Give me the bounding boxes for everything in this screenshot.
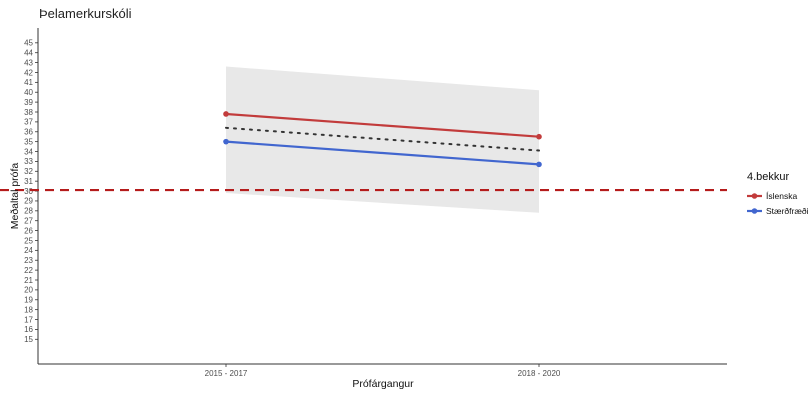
y-tick-label: 26 bbox=[24, 226, 33, 235]
chart-title: Þelamerkurskóli bbox=[39, 6, 132, 21]
y-tick-label: 19 bbox=[24, 296, 33, 305]
plot-area: 1516171819202122232425262728293031323334… bbox=[0, 28, 727, 378]
y-tick-label: 31 bbox=[24, 177, 33, 186]
y-tick-label: 39 bbox=[24, 98, 33, 107]
y-tick-label: 23 bbox=[24, 256, 33, 265]
series-line--slenska bbox=[225, 112, 540, 138]
y-tick-label: 34 bbox=[24, 147, 33, 156]
y-tick-label: 25 bbox=[24, 236, 33, 245]
data-point-st-r-fr-i bbox=[536, 161, 542, 168]
legend-items: Íslenska Stærðfræði bbox=[747, 191, 809, 216]
y-tick-label: 27 bbox=[24, 217, 33, 226]
y-tick-label: 40 bbox=[24, 88, 33, 97]
y-tick-label: 42 bbox=[24, 68, 33, 77]
x-tick-label: 2015 - 2017 bbox=[205, 369, 248, 378]
confidence-band bbox=[226, 66, 539, 213]
legend-label--slenska: Íslenska bbox=[766, 191, 797, 201]
y-tick-label: 44 bbox=[24, 49, 33, 58]
data-point-st-r-fr-i bbox=[223, 138, 229, 145]
y-tick-label: 38 bbox=[24, 108, 33, 117]
y-tick-label: 16 bbox=[24, 325, 33, 334]
y-tick-label: 37 bbox=[24, 118, 33, 127]
y-tick-label: 28 bbox=[24, 207, 33, 216]
x-axis-label: Prófárgangur bbox=[352, 378, 414, 390]
data-point--slenska bbox=[223, 111, 229, 117]
legend: 4.bekkur Íslenska Stærðfræði bbox=[747, 171, 809, 216]
series-line-st-r-fr-i bbox=[225, 140, 540, 166]
y-tick-label: 15 bbox=[24, 335, 33, 344]
y-tick-label: 36 bbox=[24, 128, 33, 137]
y-tick-label: 17 bbox=[24, 315, 33, 324]
y-tick-label: 30 bbox=[24, 187, 33, 196]
y-axis-label: Meðaltal prófa bbox=[9, 163, 21, 230]
y-tick-label: 45 bbox=[24, 39, 33, 48]
legend-swatch-point--slenska bbox=[751, 193, 758, 199]
y-tick-label: 21 bbox=[24, 276, 33, 285]
y-tick-label: 43 bbox=[24, 58, 33, 67]
legend-swatch-point-st-r-fr-i bbox=[751, 208, 758, 214]
y-tick-label: 18 bbox=[24, 305, 33, 314]
y-tick-label: 41 bbox=[24, 78, 33, 87]
x-tick-label: 2018 - 2020 bbox=[518, 369, 561, 378]
legend-label-st-r-fr-i: Stærðfræði bbox=[766, 206, 809, 216]
y-tick-label: 35 bbox=[24, 137, 33, 146]
data-point--slenska bbox=[536, 133, 542, 140]
y-tick-label: 29 bbox=[24, 197, 33, 206]
y-tick-label: 22 bbox=[24, 266, 33, 275]
y-tick-label: 33 bbox=[24, 157, 33, 166]
y-tick-label: 32 bbox=[24, 167, 33, 176]
legend-title: 4.bekkur bbox=[747, 171, 790, 183]
y-tick-label: 20 bbox=[24, 286, 33, 295]
y-tick-label: 24 bbox=[24, 246, 33, 255]
